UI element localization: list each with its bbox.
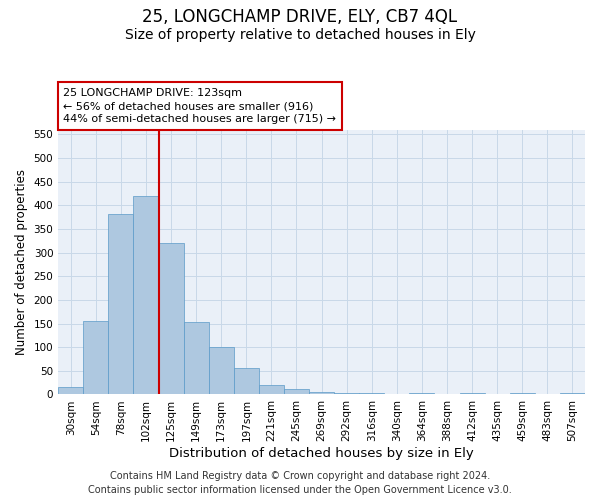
Bar	[409, 393, 434, 394]
Bar	[560, 392, 585, 394]
Text: Size of property relative to detached houses in Ely: Size of property relative to detached ho…	[125, 28, 475, 42]
Text: 25, LONGCHAMP DRIVE, ELY, CB7 4QL: 25, LONGCHAMP DRIVE, ELY, CB7 4QL	[142, 8, 458, 26]
Bar	[83, 321, 109, 394]
Bar	[58, 388, 83, 394]
Bar	[234, 368, 259, 394]
Bar	[109, 214, 133, 394]
Bar	[334, 392, 359, 394]
X-axis label: Distribution of detached houses by size in Ely: Distribution of detached houses by size …	[169, 447, 474, 460]
Bar	[209, 347, 234, 395]
Bar	[184, 322, 209, 394]
Bar	[460, 392, 485, 394]
Bar	[133, 196, 158, 394]
Text: 25 LONGCHAMP DRIVE: 123sqm
← 56% of detached houses are smaller (916)
44% of sem: 25 LONGCHAMP DRIVE: 123sqm ← 56% of deta…	[64, 88, 337, 124]
Y-axis label: Number of detached properties: Number of detached properties	[15, 169, 28, 355]
Bar	[309, 392, 334, 394]
Bar	[284, 390, 309, 394]
Bar	[359, 392, 385, 394]
Bar	[158, 243, 184, 394]
Text: Contains HM Land Registry data © Crown copyright and database right 2024.
Contai: Contains HM Land Registry data © Crown c…	[88, 471, 512, 495]
Bar	[510, 393, 535, 394]
Bar	[259, 385, 284, 394]
